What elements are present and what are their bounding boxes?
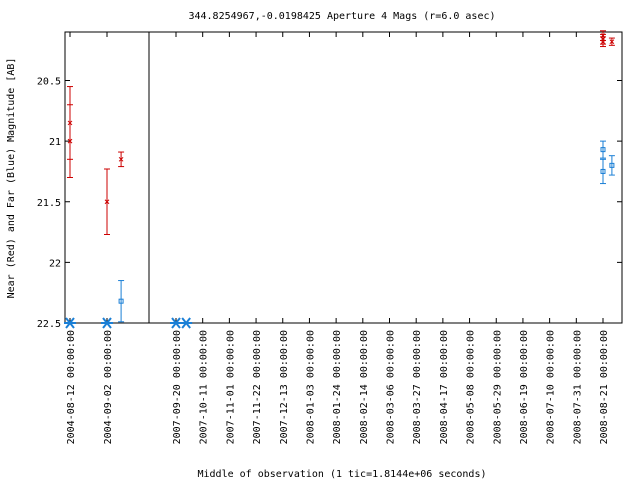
chart-title: 344.8254967,-0.0198425 Aperture 4 Mags (… bbox=[188, 11, 495, 22]
marker-x bbox=[600, 39, 606, 45]
x-tick-label: 2008-01-03 00:00:00 bbox=[305, 330, 316, 444]
data-point bbox=[101, 317, 113, 329]
data-point bbox=[180, 317, 193, 329]
marker-x bbox=[104, 199, 110, 205]
x-axis: 2004-08-12 00:00:00 2004-09-02 00:00:00 20… bbox=[66, 32, 610, 444]
x-tick-label: 2008-03-27 00:00:00 bbox=[412, 330, 423, 444]
data-point bbox=[64, 317, 76, 329]
y-tick-label: 21 bbox=[49, 137, 61, 148]
marker-x bbox=[609, 39, 615, 45]
y-tick-label: 22 bbox=[49, 258, 61, 269]
x-tick-label: 2004-08-12 00:00:00 bbox=[66, 330, 77, 444]
x-tick-label: 2008-07-31 00:00:00 bbox=[572, 330, 583, 444]
x-tick-label: 2008-05-29 00:00:00 bbox=[492, 330, 503, 444]
data-point bbox=[600, 36, 606, 48]
data-point bbox=[608, 37, 615, 46]
data-marks bbox=[64, 30, 615, 329]
y-tick-label: 22.5 bbox=[37, 319, 61, 330]
data-point bbox=[600, 140, 606, 159]
x-axis-label: Middle of observation (1 tic=1.8144e+06 … bbox=[198, 469, 487, 480]
marker-square bbox=[118, 298, 124, 304]
marker-square bbox=[609, 162, 615, 168]
x-tick-label: 2007-11-22 00:00:00 bbox=[252, 330, 263, 444]
data-point bbox=[118, 151, 125, 168]
x-tick-label: 2004-09-02 00:00:00 bbox=[103, 330, 114, 444]
marker-asterisk bbox=[171, 317, 181, 329]
x-tick-label: 2008-03-06 00:00:00 bbox=[386, 330, 397, 444]
data-point bbox=[104, 168, 110, 235]
y-axis-label: Near (Red) and Far (Blue) Magnitude [AB] bbox=[6, 58, 17, 299]
marker-asterisk bbox=[181, 317, 191, 329]
marker-square bbox=[600, 147, 606, 153]
x-tick-label: 2008-04-17 00:00:00 bbox=[439, 330, 450, 444]
marker-asterisk bbox=[102, 317, 112, 329]
marker-x bbox=[118, 156, 124, 162]
data-point bbox=[170, 317, 182, 329]
marker-x bbox=[67, 138, 73, 144]
x-tick-label: 2007-09-20 00:00:00 bbox=[172, 330, 183, 444]
plot-frame bbox=[64, 31, 623, 324]
marker-asterisk bbox=[65, 317, 75, 329]
marker-square bbox=[600, 168, 606, 174]
data-point bbox=[67, 104, 73, 178]
data-point bbox=[608, 155, 615, 176]
y-tick-label: 21.5 bbox=[37, 198, 61, 209]
x-tick-label: 2008-01-24 00:00:00 bbox=[332, 330, 343, 444]
x-tick-label: 2008-07-10 00:00:00 bbox=[546, 330, 557, 444]
x-tick-label: 2007-10-11 00:00:00 bbox=[199, 330, 210, 444]
data-point bbox=[118, 280, 125, 323]
x-tick-label: 2008-02-14 00:00:00 bbox=[359, 330, 370, 444]
x-tick-label: 2008-08-21 00:00:00 bbox=[599, 330, 610, 444]
y-tick-label: 20.5 bbox=[37, 77, 61, 88]
x-tick-label: 2007-12-13 00:00:00 bbox=[279, 330, 290, 444]
data-point bbox=[600, 158, 606, 185]
x-tick-label: 2008-05-08 00:00:00 bbox=[466, 330, 477, 444]
x-tick-label: 2008-06-19 00:00:00 bbox=[519, 330, 530, 444]
y-axis: 20.5 21 21.5 22 22.5 bbox=[37, 77, 622, 330]
x-tick-label: 2007-11-01 00:00:00 bbox=[225, 330, 236, 444]
